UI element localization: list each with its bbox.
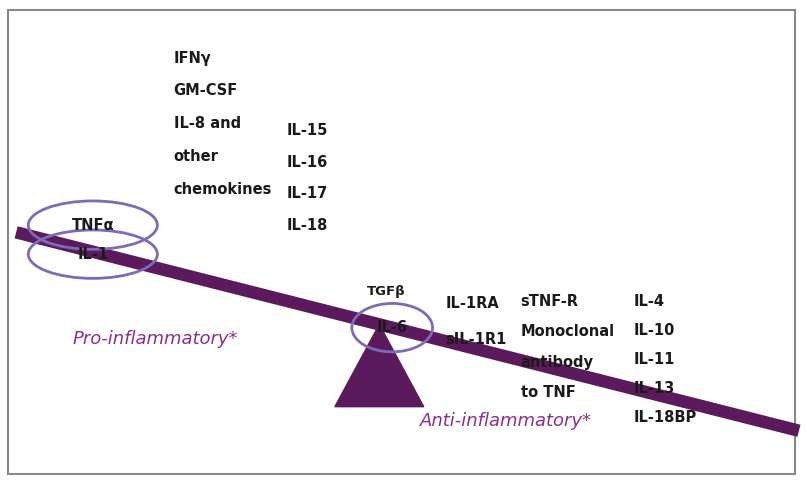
Text: IL-11: IL-11 [633,351,675,366]
Text: Anti-inflammatory*: Anti-inflammatory* [420,412,592,430]
Text: GM-CSF: GM-CSF [174,84,238,98]
Polygon shape [335,324,424,407]
Text: TNFα: TNFα [72,218,114,233]
Text: IL-10: IL-10 [633,322,675,337]
Text: chemokines: chemokines [174,182,272,197]
Text: IL-1RA: IL-1RA [445,296,500,311]
Text: IL-4: IL-4 [633,293,664,308]
Text: IL-17: IL-17 [286,186,328,201]
Text: TGFβ: TGFβ [367,285,406,298]
Text: IL-6: IL-6 [377,320,408,335]
Text: IL-18: IL-18 [286,218,328,232]
Text: IL-15: IL-15 [286,123,328,138]
Text: IL-16: IL-16 [286,155,328,169]
Text: IL-18BP: IL-18BP [633,409,696,424]
Text: sTNF-R: sTNF-R [521,293,579,308]
Text: IFNγ: IFNγ [174,51,211,65]
Text: antibody: antibody [521,354,593,369]
Text: IL-1: IL-1 [77,247,108,262]
Text: sIL-1R1: sIL-1R1 [445,332,507,347]
Text: other: other [174,150,219,164]
Text: IL-13: IL-13 [633,380,675,395]
Text: Monoclonal: Monoclonal [521,324,615,339]
Text: Pro-inflammatory*: Pro-inflammatory* [73,330,238,348]
Text: to TNF: to TNF [521,385,575,400]
Text: IL-8 and: IL-8 and [174,117,240,131]
